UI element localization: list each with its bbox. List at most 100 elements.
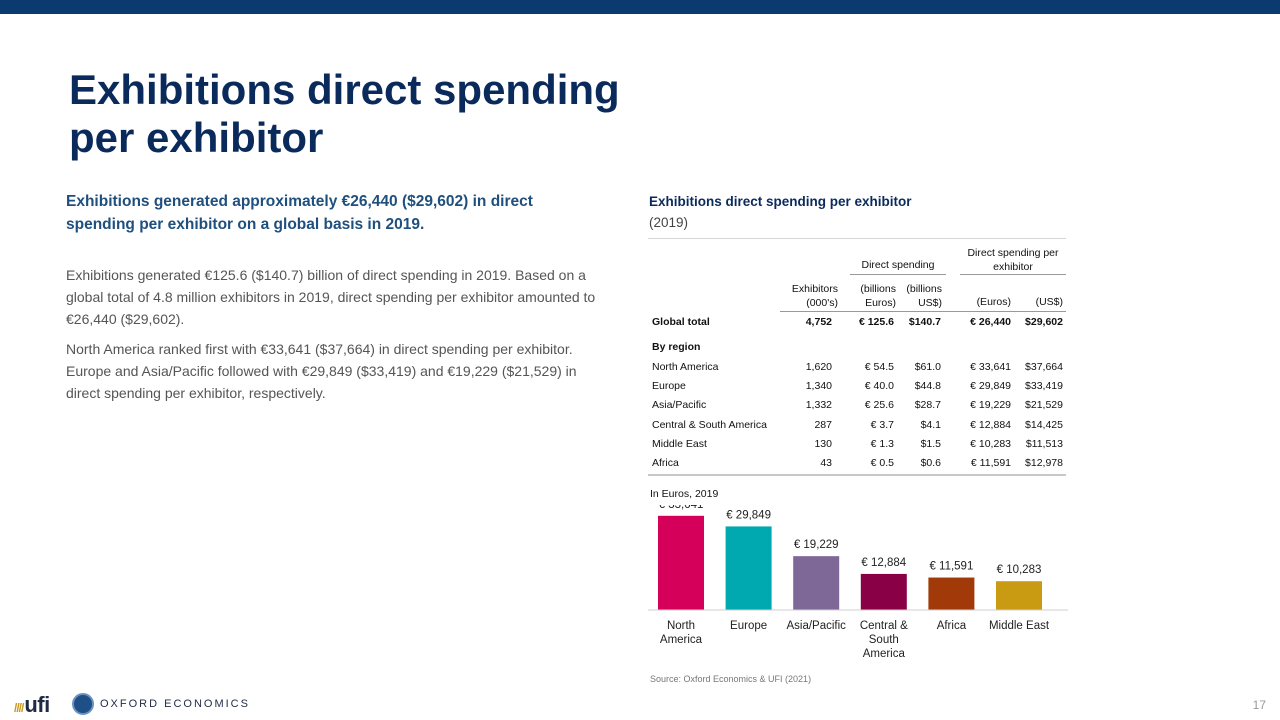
row-label: Africa [652, 457, 679, 469]
ufi-logo-mark-icon: //// [14, 701, 24, 715]
category-label: Middle East [989, 620, 1050, 632]
cell-euros: € 12,884 [970, 419, 1011, 431]
cell-billions-euros: € 3.7 [870, 419, 894, 431]
col-usd: (US$) [1035, 296, 1063, 308]
cell-billions-usd: $44.8 [914, 380, 941, 392]
header-rule [850, 274, 946, 275]
chart-title: In Euros, 2019 [650, 488, 719, 500]
col-exhibitors: Exhibitors (000's) [791, 283, 838, 309]
page-title: Exhibitions direct spending per exhibito… [69, 66, 620, 161]
cell-billions-euros: € 40.0 [864, 380, 894, 392]
category-label-line: Africa [937, 620, 967, 632]
cell-euros: € 33,641 [970, 361, 1011, 373]
category-label-line: South [869, 634, 899, 646]
cell-usd: $37,664 [1025, 361, 1063, 373]
cell-usd: $33,419 [1025, 380, 1063, 392]
header-direct-spending: Direct spending [861, 259, 935, 271]
category-label-line: Europe [730, 620, 767, 632]
body-paragraph: North America ranked first with €33,641 … [66, 341, 577, 401]
page-number: 17 [1252, 698, 1266, 712]
table-header-rule [780, 311, 1066, 312]
cell-euros: € 29,849 [970, 380, 1011, 392]
cell-exhibitors: 1,620 [805, 361, 832, 373]
table-top-rule [648, 238, 1066, 239]
row-label: Asia/Pacific [652, 399, 707, 411]
cell-usd: $29,602 [1025, 316, 1063, 328]
key-finding: Exhibitions generated approximately €26,… [66, 193, 533, 233]
row-label: Central & South America [652, 419, 767, 431]
cell-exhibitors: 130 [814, 438, 832, 450]
table-bottom-rule [648, 474, 1066, 476]
bar [996, 581, 1042, 610]
cell-billions-euros: € 0.5 [870, 457, 894, 469]
cell-usd: $14,425 [1025, 419, 1063, 431]
table-row: Europe 1,340 € 40.0 $44.8 € 29,849 $33,4… [648, 377, 1066, 396]
category-label-line: North [667, 620, 695, 632]
figure-title: Exhibitions direct spending per exhibito… [649, 194, 912, 209]
row-label: Middle East [652, 438, 707, 450]
category-label: Central & South America [860, 620, 908, 660]
table-section-label: By region [648, 338, 1066, 357]
bar [793, 556, 840, 610]
cell-exhibitors: 43 [820, 457, 832, 469]
category-label-line: America [660, 634, 703, 646]
bar-chart: € 33,641 North America € 29,849 Europe € 19,2… [648, 505, 1068, 660]
cell-usd: $12,978 [1025, 457, 1063, 469]
cell-exhibitors: 1,332 [805, 399, 832, 411]
cell-exhibitors: 1,340 [805, 380, 832, 392]
body-paragraph: Exhibitions generated €125.6 ($140.7) bi… [66, 267, 596, 327]
oxford-economics-logo-text: OXFORD ECONOMICS [100, 698, 250, 710]
category-label-line: Asia/Pacific [786, 620, 846, 632]
row-label: Europe [652, 380, 686, 392]
header-rule [960, 274, 1066, 275]
cell-billions-euros: € 25.6 [864, 399, 894, 411]
bar-value-label: € 10,283 [997, 564, 1042, 576]
bar-value-label: € 12,884 [861, 557, 906, 569]
col-euros: (Euros) [976, 296, 1011, 308]
cell-billions-usd: $4.1 [920, 419, 941, 431]
ufi-logo: ////ufi [14, 692, 50, 718]
bar-value-label: € 11,591 [929, 561, 973, 573]
category-label-line: Middle East [989, 620, 1050, 632]
by-region-label: By region [652, 341, 701, 353]
row-label: Global total [652, 316, 710, 328]
col-billions-euros: (billions Euros) [860, 283, 896, 309]
top-bar [0, 0, 1280, 14]
cell-billions-usd: $1.5 [920, 438, 941, 450]
cell-euros: € 19,229 [970, 399, 1011, 411]
cell-billions-usd: $61.0 [914, 361, 941, 373]
col-billions-usd: (billions US$) [906, 283, 942, 309]
cell-euros: € 11,591 [970, 457, 1011, 469]
bar [725, 526, 772, 610]
category-label-line: America [863, 648, 906, 660]
body-text: Exhibitions generated €125.6 ($140.7) bi… [66, 264, 606, 412]
table-row-global: Global total 4,752 € 125.6 $140.7 € 26,4… [648, 313, 1066, 332]
cell-billions-usd: $140.7 [908, 316, 941, 328]
source-note: Source: Oxford Economics & UFI (2021) [650, 674, 812, 684]
bar-value-label: € 19,229 [794, 539, 839, 551]
cell-billions-euros: € 54.5 [864, 361, 894, 373]
globe-icon [72, 693, 94, 715]
cell-usd: $21,529 [1025, 399, 1063, 411]
table-row: Asia/Pacific 1,332 € 25.6 $28.7 € 19,229… [648, 396, 1066, 415]
bar [860, 573, 907, 610]
cell-usd: $11,513 [1025, 438, 1063, 450]
bar-value-label: € 33,641 [659, 505, 704, 511]
table-row: Central & South America 287 € 3.7 $4.1 €… [648, 416, 1066, 435]
cell-exhibitors: 287 [814, 419, 832, 431]
category-label: Europe [730, 620, 767, 632]
category-label: North America [660, 620, 703, 646]
bar-value-label: € 29,849 [726, 509, 771, 521]
figure-year: (2019) [649, 215, 689, 230]
bar [658, 515, 704, 610]
cell-billions-euros: € 1.3 [870, 438, 894, 450]
cell-euros: € 26,440 [970, 316, 1011, 328]
cell-euros: € 10,283 [970, 438, 1011, 450]
table-row: North America 1,620 € 54.5 $61.0 € 33,64… [648, 358, 1066, 377]
ufi-logo-text: ufi [24, 692, 50, 717]
category-label: Africa [937, 620, 967, 632]
row-label: North America [652, 361, 719, 373]
cell-exhibitors: 4,752 [805, 316, 832, 328]
table-row: Middle East 130 € 1.3 $1.5 € 10,283 $11,… [648, 435, 1066, 454]
oxford-economics-logo: OXFORD ECONOMICS [72, 693, 250, 715]
